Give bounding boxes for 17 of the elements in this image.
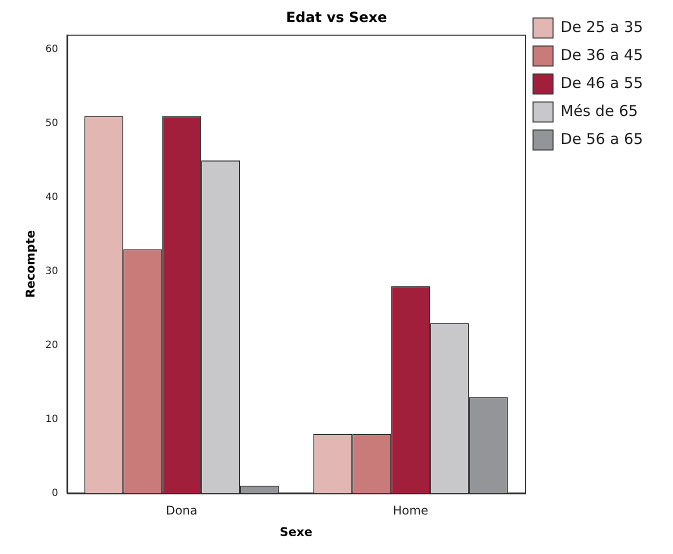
legend-label: De 25 a 35 <box>560 18 644 36</box>
y-tick-label: 20 <box>45 340 58 351</box>
y-tick-label: 30 <box>45 266 58 277</box>
y-tick-label: 10 <box>45 414 58 425</box>
chart-title: Edat vs Sexe <box>286 10 388 26</box>
legend-label: Més de 65 <box>560 102 638 120</box>
legend-label: De 56 a 65 <box>560 130 644 148</box>
y-tick-label: 0 <box>52 488 58 499</box>
y-tick-label: 60 <box>45 44 58 56</box>
x-axis-title: Sexe <box>280 524 312 539</box>
x-tick-label: Home <box>392 504 428 518</box>
y-tick-label: 40 <box>45 192 58 204</box>
y-tick-label: 50 <box>45 118 58 130</box>
legend-label: De 36 a 45 <box>560 46 644 64</box>
x-tick-label: Dona <box>166 504 198 518</box>
y-axis-title: Recompte <box>23 230 38 298</box>
legend-label: De 46 a 55 <box>560 74 644 92</box>
